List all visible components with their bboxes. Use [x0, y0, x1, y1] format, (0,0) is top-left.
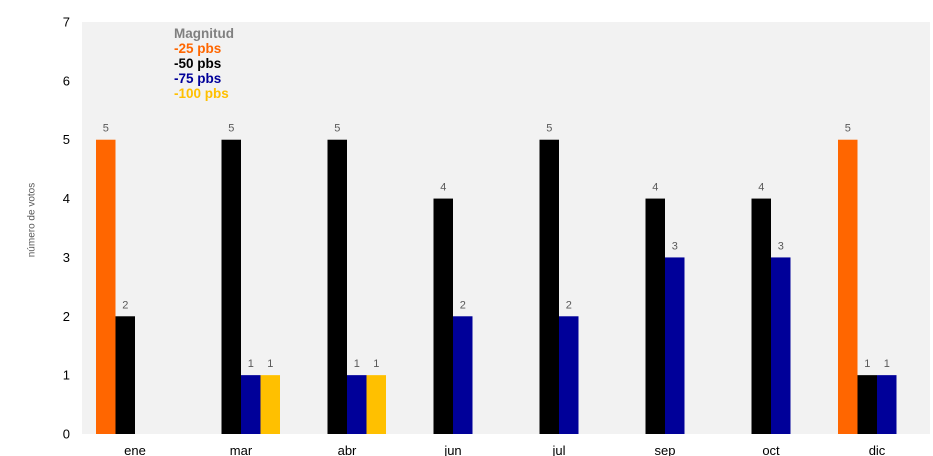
bar-oct-2	[751, 198, 771, 434]
data-label: 5	[845, 123, 851, 135]
data-label: 2	[122, 299, 128, 311]
data-labels-layer: 5 2 5 1 1 5 1 1 4 2 5 2 4 3 4 3 5 1 1	[103, 123, 890, 370]
bar-dic-1	[838, 139, 858, 434]
legend-item-50: -50 pbs	[174, 56, 222, 71]
x-tick-label: dic	[869, 443, 886, 456]
bar-mar-4	[260, 375, 280, 434]
data-label: 5	[103, 123, 109, 135]
x-tick-label: ene	[124, 443, 146, 456]
y-tick-label: 3	[63, 250, 70, 265]
legend-item-75: -75 pbs	[174, 71, 222, 86]
data-label: 1	[864, 358, 870, 370]
data-label: 3	[672, 240, 678, 252]
legend-title: Magnitud	[174, 26, 234, 41]
data-label: 4	[440, 182, 446, 194]
data-label: 2	[566, 299, 572, 311]
data-label: 1	[884, 358, 890, 370]
legend: Magnitud -25 pbs -50 pbs -75 pbs -100 pb…	[174, 26, 234, 101]
legend-item-25: -25 pbs	[174, 41, 222, 56]
y-tick-label: 5	[63, 132, 70, 147]
data-label: 1	[248, 358, 254, 370]
bar-ene-1	[96, 139, 116, 434]
x-tick-label: jul	[551, 443, 565, 456]
bar-jun-2	[433, 198, 453, 434]
data-label: 5	[546, 123, 552, 135]
bar-dic-2	[857, 375, 877, 434]
x-tick-label: oct	[762, 443, 780, 456]
x-tick-label: sep	[655, 443, 676, 456]
bar-ene-2	[115, 316, 135, 434]
data-label: 5	[228, 123, 234, 135]
data-label: 4	[758, 182, 764, 194]
bar-abr-2	[327, 139, 347, 434]
y-tick-label: 6	[63, 73, 70, 88]
bar-abr-4	[366, 375, 386, 434]
bar-sep-2	[645, 198, 665, 434]
bar-oct-3	[771, 257, 791, 434]
y-ticks-layer: 0 1 2 3 4 5 6 7	[63, 15, 70, 442]
data-label: 2	[460, 299, 466, 311]
y-tick-label: 2	[63, 309, 70, 324]
x-tick-label: jun	[443, 443, 461, 456]
bar-jun-3	[453, 316, 473, 434]
y-tick-label: 7	[63, 15, 70, 30]
data-label: 1	[373, 358, 379, 370]
bar-sep-3	[665, 257, 685, 434]
bar-jul-2	[539, 139, 559, 434]
x-tick-label: mar	[230, 443, 253, 456]
bar-jul-3	[559, 316, 579, 434]
x-ticks-layer: ene mar abr jun jul sep oct dic	[124, 443, 886, 456]
y-tick-label: 4	[63, 191, 70, 206]
bar-abr-3	[347, 375, 367, 434]
bar-mar-3	[241, 375, 261, 434]
data-label: 1	[267, 358, 273, 370]
data-label: 5	[334, 123, 340, 135]
bars-layer	[96, 139, 897, 434]
legend-item-100: -100 pbs	[174, 86, 229, 101]
x-tick-label: abr	[338, 443, 357, 456]
data-label: 3	[778, 240, 784, 252]
y-tick-label: 0	[63, 427, 70, 442]
bar-mar-2	[221, 139, 241, 434]
data-label: 4	[652, 182, 658, 194]
y-tick-label: 1	[63, 368, 70, 383]
bar-dic-3	[877, 375, 897, 434]
data-label: 1	[354, 358, 360, 370]
